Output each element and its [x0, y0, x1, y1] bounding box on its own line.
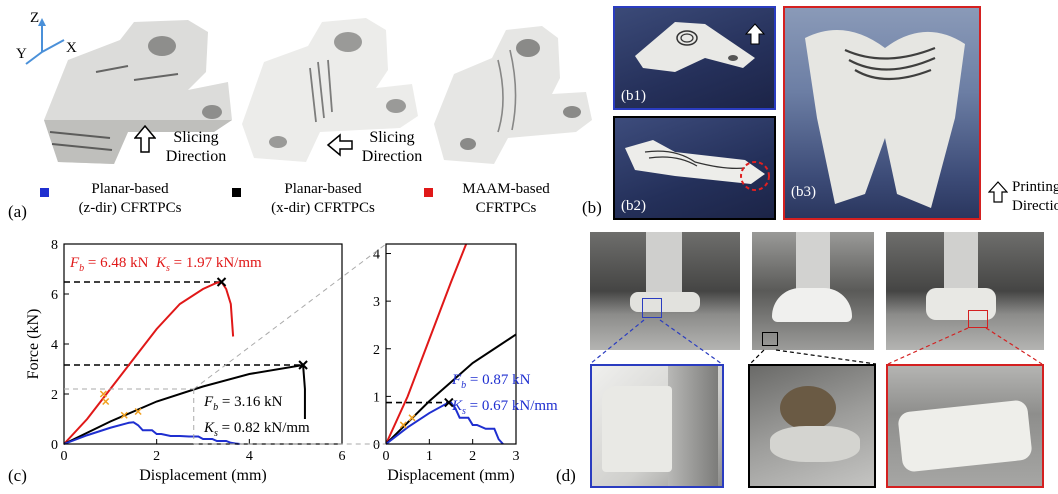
y-tick-label: 2 — [51, 388, 58, 403]
axis-x-label: X — [66, 40, 77, 56]
b1-label: (b1) — [621, 88, 646, 104]
series-line-blue — [385, 401, 504, 445]
b1-printing-arrow-icon — [745, 23, 765, 45]
axis-y-label: Y — [16, 46, 27, 62]
series-line-black — [63, 363, 306, 445]
yield-point-marker — [134, 407, 142, 416]
y-tick-label: 3 — [373, 295, 380, 310]
y-tick-label: 0 — [373, 438, 380, 453]
slicing-arrow-up-icon — [134, 124, 156, 153]
x-tick-label: 0 — [61, 449, 68, 464]
legend-swatch-red — [424, 188, 433, 197]
annotation-black: Fb = 3.16 kN Ks = 0.82 kN/mm — [204, 394, 310, 439]
y-tick-label: 1 — [373, 390, 380, 405]
failure-point-marker — [216, 277, 227, 287]
series-line-red — [385, 243, 468, 445]
x-axis-label: Displacement (mm) — [387, 467, 515, 484]
yield-point-marker — [399, 421, 407, 429]
x-tick-label: 2 — [153, 449, 160, 464]
slicing-label-2: Slicing Direction — [361, 129, 423, 165]
x-tick-label: 4 — [246, 449, 253, 464]
panel-a-label: (a) — [8, 202, 27, 221]
part-photo-z-dir — [44, 20, 232, 164]
annotation-blue: Fb = 0.87 kN Ks = 0.67 kN/mm — [452, 372, 558, 417]
axis-z-label: Z — [30, 10, 40, 26]
y-tick-label: 4 — [373, 248, 380, 263]
y-axis-label: Force (kN) — [25, 309, 42, 380]
panel-d-label: (d) — [556, 466, 576, 485]
closeup-photo-blue — [590, 364, 724, 488]
force-displacement-chart-zoom: 0 1 2 3 0 1 2 3 4 Displacement (mm) — [373, 243, 520, 484]
panel-b-label: (b) — [582, 198, 602, 217]
y-tick-label: 6 — [51, 288, 58, 303]
failure-point-marker — [444, 397, 454, 408]
series-line-blue — [63, 421, 241, 445]
legend-label-blue: Planar-based (z-dir) CFRTPCs — [78, 181, 182, 216]
annotation-red: Fb = 6.48 kN Ks = 1.97 kN/mm — [70, 255, 262, 274]
b1-part-icon — [635, 22, 755, 72]
panel-c-label: (c) — [8, 466, 27, 485]
b2-part-icon — [625, 140, 770, 191]
x-tick-label: 2 — [469, 449, 476, 464]
zoom-connectors — [590, 319, 1043, 365]
y-tick-label: 2 — [373, 343, 380, 358]
series-line-black — [385, 333, 517, 445]
part-photo-maam — [434, 26, 592, 164]
legend-swatch-blue — [40, 188, 49, 197]
closeup-photo-black — [748, 364, 876, 488]
x-tick-label: 3 — [513, 449, 520, 464]
slicing-arrow-diagonal-icon — [326, 133, 353, 157]
b2-label: (b2) — [621, 198, 646, 214]
b3-label: (b3) — [791, 184, 816, 200]
zoom-guide-lines — [64, 243, 387, 445]
photo-b2: (b2) — [613, 116, 776, 220]
yield-point-marker — [102, 397, 110, 406]
zoom-connector-top — [193, 243, 387, 390]
yield-point-marker — [120, 411, 128, 419]
printing-arrow-icon — [988, 181, 1008, 203]
y-tick-label: 4 — [51, 338, 58, 353]
panel-c-charts: 0 2 4 6 0 2 4 6 8 Displacement (mm) Force (kN) 0 1 2… — [25, 238, 520, 484]
legend-label-red: MAAM-based CFRTPCs — [462, 181, 550, 216]
axes-frame — [385, 243, 517, 445]
b3-part-icon — [805, 30, 965, 208]
y-tick-label: 8 — [51, 238, 58, 253]
yield-point-marker — [408, 414, 416, 422]
y-tick-label: 0 — [51, 438, 58, 453]
slicing-label-1: Slicing Direction — [165, 129, 227, 165]
failure-point-marker — [298, 360, 308, 370]
legend-swatch-black — [232, 188, 241, 197]
coordinate-axes-icon — [25, 18, 65, 65]
printing-direction-label: PrintingDirection — [1012, 179, 1058, 214]
test-photo-2 — [752, 232, 874, 350]
photo-b3: (b3) — [783, 6, 981, 220]
x-tick-label: 0 — [383, 449, 390, 464]
test-photo-1 — [590, 232, 740, 350]
force-displacement-chart-full: 0 2 4 6 0 2 4 6 8 Displacement (mm) Force (kN) — [25, 238, 346, 484]
series-line-red — [63, 280, 235, 445]
x-tick-label: 1 — [426, 449, 433, 464]
closeup-photo-red — [886, 364, 1044, 488]
legend-label-black: Planar-based (x-dir) CFRTPCs — [271, 181, 375, 216]
x-axis-label: Displacement (mm) — [139, 467, 267, 484]
photo-b1: (b1) — [613, 6, 776, 110]
x-tick-label: 6 — [339, 449, 346, 464]
part-photo-x-dir — [242, 18, 418, 162]
test-photo-3 — [886, 232, 1044, 350]
yield-point-marker — [99, 390, 107, 398]
